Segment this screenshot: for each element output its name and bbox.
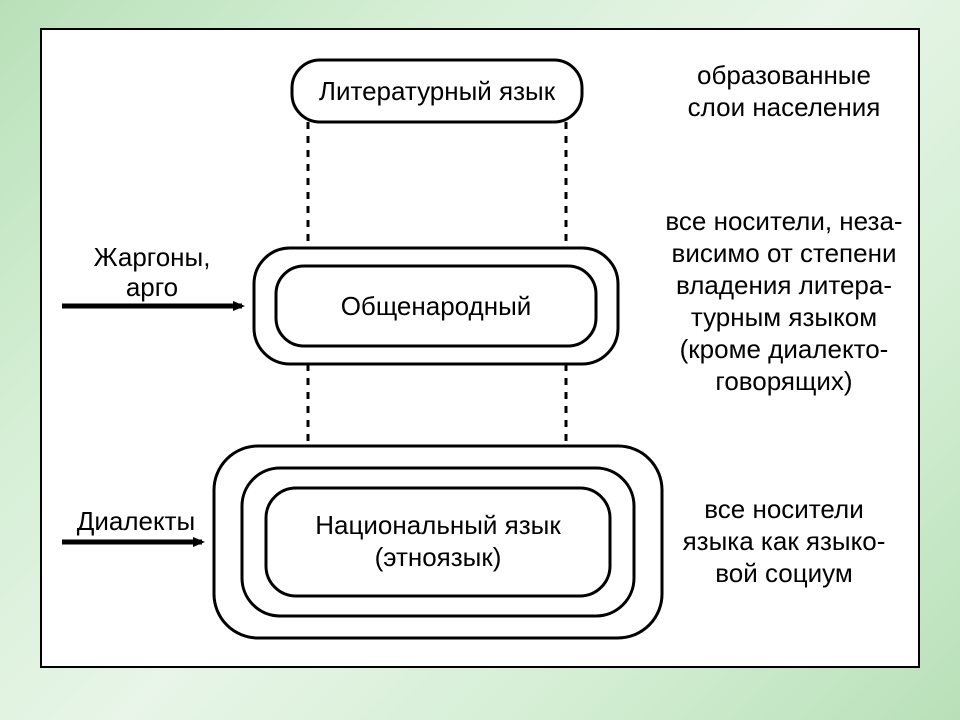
right-bot-2: языка как языко- (683, 526, 886, 556)
node-common-label: Общенародный (341, 291, 532, 321)
node-national-label-1: Национальный язык (315, 510, 561, 540)
right-mid-2: висимо от степени (672, 238, 897, 268)
right-mid-6: говорящих) (715, 366, 852, 396)
left-label-dialects: Диалекты (77, 506, 196, 536)
node-national-label-2: (этноязык) (375, 542, 502, 572)
right-mid-3: владения литера- (676, 270, 892, 300)
diagram-svg: Литературный язык Общенародный Националь… (42, 30, 918, 666)
right-mid-4: турным языком (691, 302, 877, 332)
right-bot-3: вой социум (715, 558, 852, 588)
right-top-1: образованные (697, 60, 871, 90)
node-literary-label: Литературный язык (319, 76, 556, 106)
left-label-jargon-2: арго (126, 272, 178, 302)
diagram-card: Литературный язык Общенародный Националь… (40, 28, 920, 668)
right-mid-1: все носители, неза- (665, 206, 902, 236)
right-bot-1: все носители (704, 494, 863, 524)
right-mid-5: (кроме диалекто- (680, 334, 889, 364)
right-top-2: слои населения (688, 92, 881, 122)
left-label-jargon-1: Жаргоны, (94, 242, 211, 272)
